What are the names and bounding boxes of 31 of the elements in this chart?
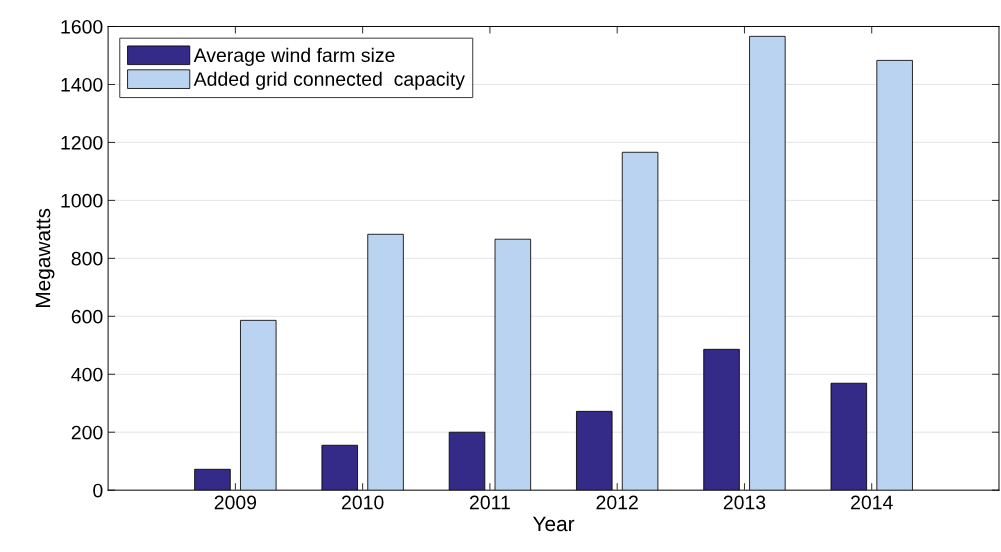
y-tick-label: 1200 [61, 135, 103, 150]
x-axis-title: Year [532, 516, 575, 532]
y-tick-label: 0 [93, 483, 103, 498]
bar [367, 233, 404, 491]
bar [703, 348, 740, 491]
x-tick-label: 2009 [214, 495, 257, 510]
y-tick-label: 1400 [61, 77, 103, 92]
bar [448, 431, 486, 491]
y-axis-title: Megawatts [35, 208, 55, 307]
bar [621, 151, 659, 491]
y-tick-label: 400 [71, 367, 103, 382]
bar [194, 468, 231, 491]
bar [830, 382, 868, 491]
bar [876, 59, 913, 491]
y-tick-label: 1600 [61, 19, 103, 34]
x-tick-label: 2012 [596, 495, 638, 510]
legend-label: Added grid connected capacity [193, 71, 465, 90]
x-tick-label: 2014 [851, 495, 893, 510]
y-tick-label: 200 [71, 425, 103, 440]
bar [321, 444, 358, 491]
x-tick-label: 2013 [723, 495, 766, 510]
x-tick-label: 2011 [469, 495, 510, 510]
legend-label: Average wind farm size [193, 47, 395, 66]
bar [240, 319, 277, 491]
x-tick-label: 2010 [342, 495, 384, 510]
y-tick-label: 600 [71, 309, 103, 324]
y-tick-label: 800 [71, 251, 103, 266]
bar [749, 35, 786, 491]
y-tick-label: 1000 [61, 193, 103, 208]
bar [494, 238, 532, 491]
bar [576, 410, 613, 491]
